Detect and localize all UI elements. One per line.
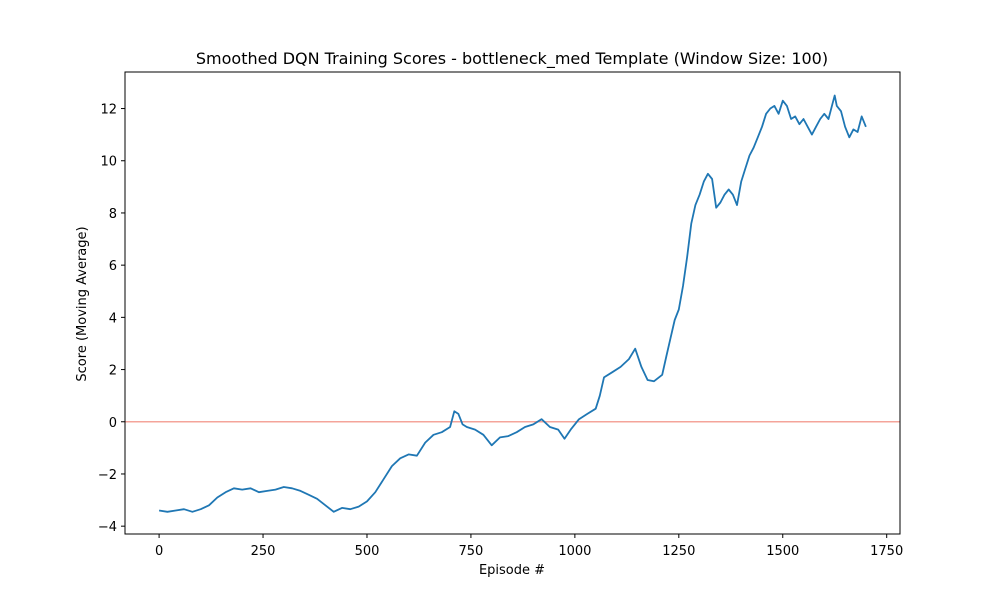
plot-area: 0 250 500 750 1000 1250 1500 1750 −4 −2 0 2 4 6 8 10 12 xyxy=(98,71,903,559)
y-axis-title: Score (Moving Average) xyxy=(75,226,90,381)
chart-title: Smoothed DQN Training Scores - bottlenec… xyxy=(196,49,828,69)
y-tick-label-4: 4 xyxy=(109,311,117,326)
y-tick-label-8: 8 xyxy=(109,207,117,222)
y-tick-label-6: 6 xyxy=(109,259,117,274)
axes-frame xyxy=(124,71,901,535)
x-tick-label-250: 250 xyxy=(251,544,276,559)
x-tick-label-1250: 1250 xyxy=(662,544,695,559)
x-tick-label-1000: 1000 xyxy=(558,544,591,559)
x-tick-label-750: 750 xyxy=(459,544,484,559)
y-tick-label-2: 2 xyxy=(109,364,117,379)
y-tick-label--4: −4 xyxy=(98,520,117,535)
y-tick-label-0: 0 xyxy=(109,416,117,431)
series-line-0 xyxy=(158,94,867,513)
x-tick-label-0: 0 xyxy=(155,544,163,559)
x-tick-label-500: 500 xyxy=(355,544,380,559)
y-tick-label-10: 10 xyxy=(100,155,117,170)
x-tick-label-1750: 1750 xyxy=(870,544,903,559)
y-tick-label--2: −2 xyxy=(98,468,117,483)
y-tick-label-12: 12 xyxy=(100,103,117,118)
x-tick-label-1500: 1500 xyxy=(766,544,799,559)
x-axis-title: Episode # xyxy=(479,563,545,578)
